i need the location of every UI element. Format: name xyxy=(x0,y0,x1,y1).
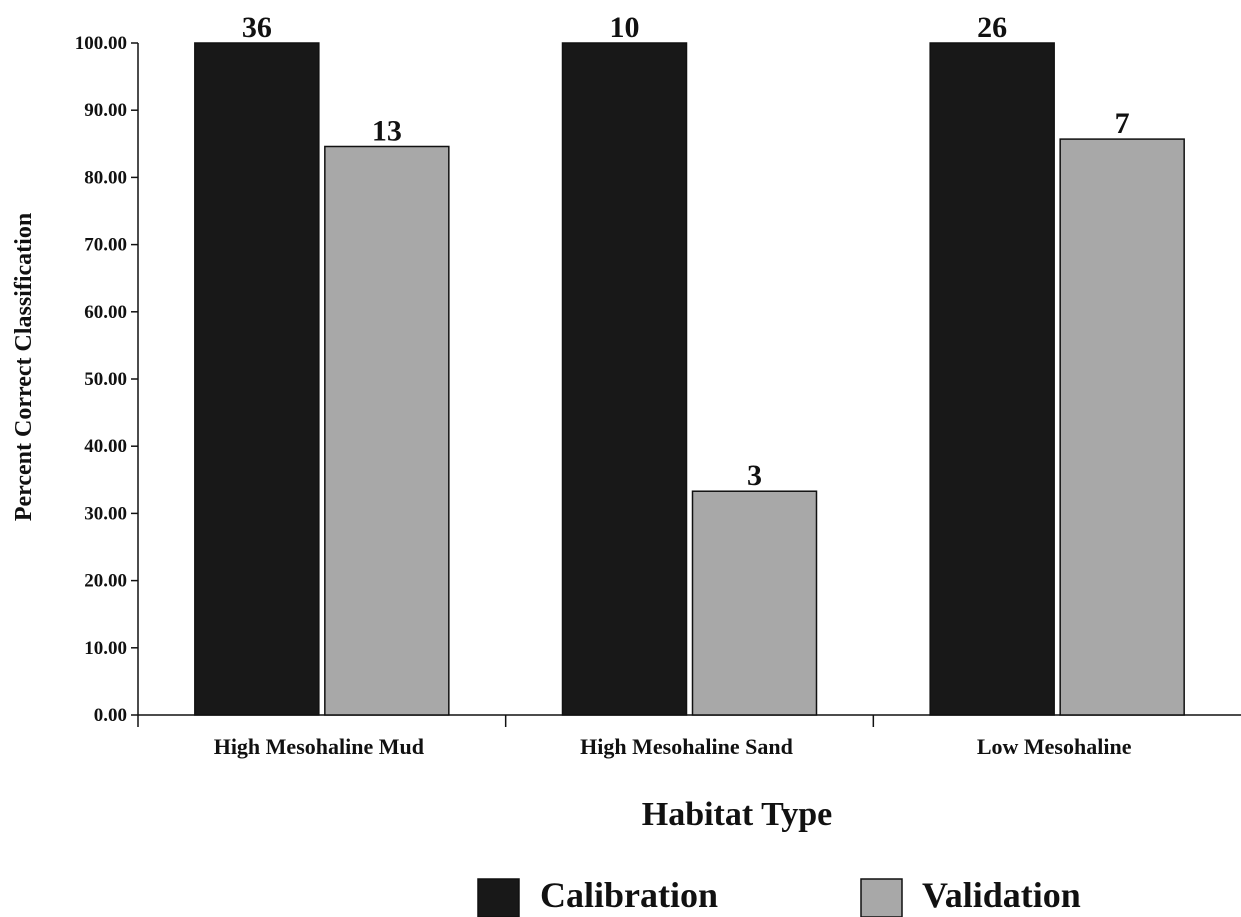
bar-value-label: 7 xyxy=(1115,107,1130,140)
bar-value-label: 36 xyxy=(242,11,272,44)
bars xyxy=(194,42,1185,716)
x-category-label: High Mesohaline Sand xyxy=(580,734,793,759)
legend-swatch-calibration xyxy=(477,878,520,917)
x-category-label: Low Mesohaline xyxy=(977,734,1132,759)
y-tick-label: 80.00 xyxy=(84,167,127,188)
y-tick-label: 0.00 xyxy=(94,705,127,726)
bar-calibration xyxy=(561,42,688,716)
y-axis-title: Percent Correct Classification xyxy=(11,213,37,521)
legend-label-calibration: Calibration xyxy=(540,875,718,915)
y-tick-label: 90.00 xyxy=(84,100,127,121)
x-axis-title: Habitat Type xyxy=(642,796,833,833)
bar-validation xyxy=(324,145,450,716)
y-tick-label: 20.00 xyxy=(84,571,127,592)
y-axis-ticks: 0.00 10.00 20.00 30.00 40.00 50.00 60.00 70.00 8… xyxy=(75,33,138,726)
y-tick-label: 70.00 xyxy=(84,235,127,256)
y-tick-label: 100.00 xyxy=(75,33,127,54)
x-axis-ticks: High Mesohaline Mud High Mesohaline Sand L… xyxy=(137,715,1132,759)
y-tick-label: 10.00 xyxy=(84,638,127,659)
bar-value-label: 13 xyxy=(372,114,402,147)
bar-calibration xyxy=(194,42,320,716)
bar-calibration xyxy=(929,42,1055,716)
bar-value-label: 26 xyxy=(977,11,1007,44)
legend-label-validation: Validation xyxy=(922,875,1081,915)
bar-validation xyxy=(691,490,818,716)
x-category-label: High Mesohaline Mud xyxy=(214,734,424,759)
bar-validation xyxy=(1059,138,1185,716)
legend-swatch-validation xyxy=(860,878,903,917)
y-tick-label: 30.00 xyxy=(84,503,127,524)
y-tick-label: 40.00 xyxy=(84,436,127,457)
data-labels: 36 10 26 13 3 7 xyxy=(242,11,1130,492)
y-tick-label: 50.00 xyxy=(84,369,127,390)
bar-value-label: 3 xyxy=(747,459,762,492)
legend: Calibration Validation xyxy=(477,875,1081,917)
bar-value-label: 10 xyxy=(610,11,640,44)
y-tick-label: 60.00 xyxy=(84,302,127,323)
